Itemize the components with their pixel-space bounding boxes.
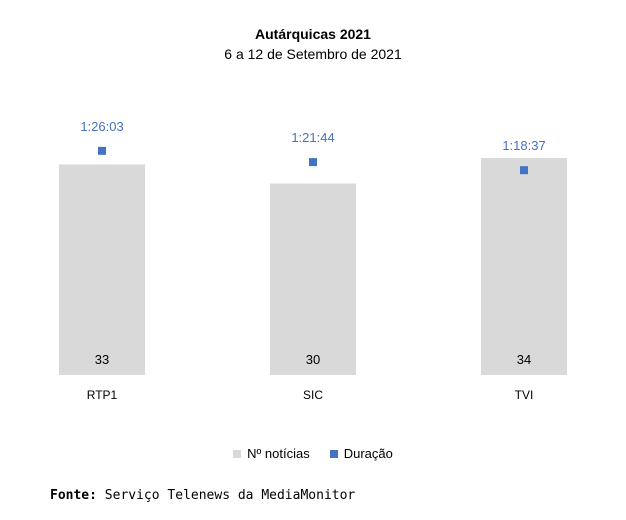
bar-value-label: 34: [517, 352, 531, 367]
bar-value-label: 30: [306, 352, 320, 367]
duration-label: 1:18:37: [502, 138, 545, 153]
legend-item-noticias: Nº notícias: [233, 446, 310, 461]
x-tick-label: SIC: [303, 388, 323, 402]
legend-label-duracao: Duração: [343, 446, 393, 461]
chart-title: Autárquicas 2021: [255, 26, 371, 42]
legend-swatch-noticias: [233, 449, 242, 458]
plot-area: 33 RTP1 1:26:03 30 SIC 1:21:44 34 TVI 1:18:37: [59, 119, 567, 402]
bar-tvi: [481, 158, 567, 375]
duration-marker: [309, 158, 317, 167]
source-label: Fonte:: [50, 488, 97, 503]
legend-label-noticias: Nº notícias: [247, 446, 310, 461]
source-text: Serviço Telenews da MediaMonitor: [104, 488, 356, 503]
duration-label: 1:26:03: [80, 119, 123, 134]
x-tick-label: RTP1: [87, 388, 118, 402]
legend: Nº notícias Duração: [0, 446, 626, 461]
bar-value-label: 33: [95, 352, 109, 367]
legend-swatch-duracao: [329, 449, 338, 458]
duration-marker: [98, 146, 106, 155]
source-note: Fonte: Serviço Telenews da MediaMonitor: [50, 488, 355, 503]
bar-sic: [270, 183, 356, 375]
duration-label: 1:21:44: [291, 130, 334, 145]
chart: Autárquicas 2021 6 a 12 de Setembro de 2…: [59, 26, 567, 402]
duration-marker: [520, 166, 528, 175]
bar-rtp1: [59, 164, 145, 375]
x-tick-label: TVI: [515, 388, 534, 402]
legend-item-duracao: Duração: [329, 446, 393, 461]
chart-subtitle: 6 a 12 de Setembro de 2021: [224, 46, 402, 62]
